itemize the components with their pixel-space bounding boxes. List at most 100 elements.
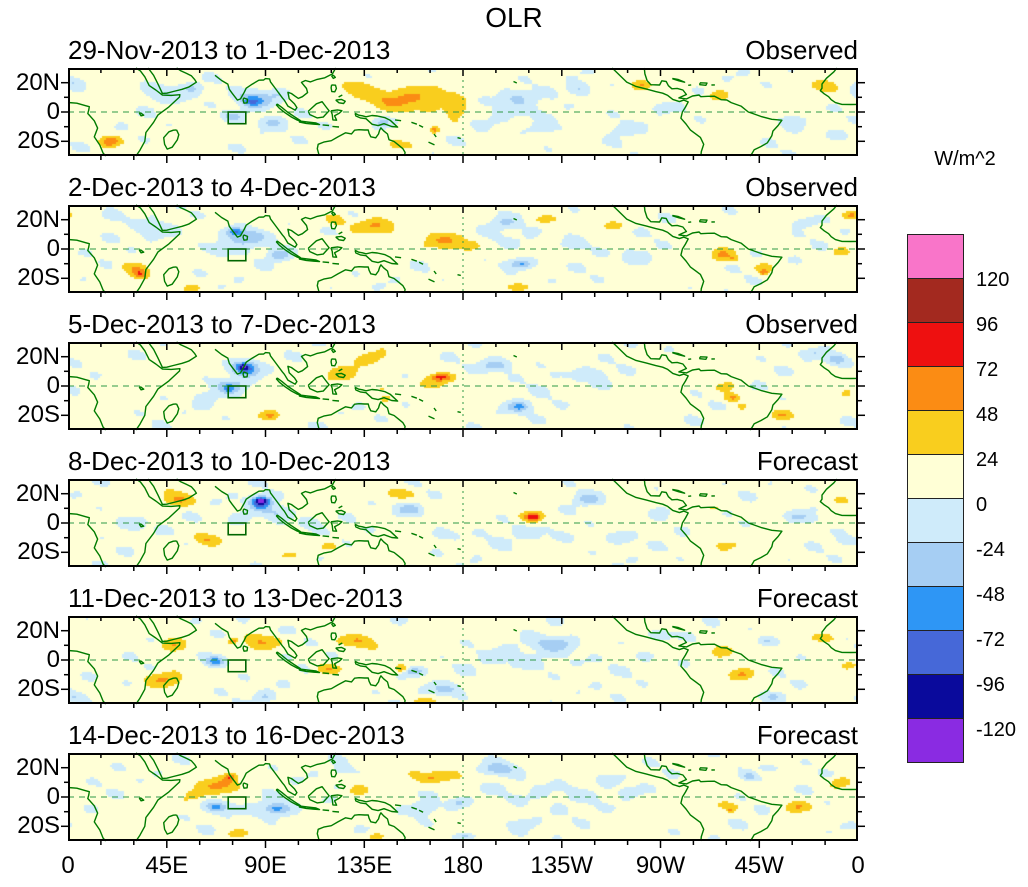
map-overlay-svg (61, 204, 865, 300)
panel-frame (68, 616, 858, 704)
panel-frame (68, 68, 858, 156)
panel-source-label: Observed (745, 309, 858, 339)
colorbar-cell (907, 586, 964, 631)
x-axis-label: 135W (530, 852, 594, 879)
y-axis-label: 20S (17, 812, 60, 840)
map-overlay-svg (61, 341, 865, 437)
map-overlay-svg (61, 67, 865, 163)
colorbar (907, 234, 964, 763)
x-axis-label: 45E (145, 852, 189, 879)
y-axis-label: 20S (17, 675, 60, 703)
panel-date-range: 5-Dec-2013 to 7-Dec-2013 (68, 309, 376, 339)
map-panel-4 (61, 478, 865, 574)
panel-source-label: Observed (745, 172, 858, 202)
y-axis-label: 20N (15, 68, 60, 96)
x-axis-label: 90W (635, 852, 686, 879)
figure-title: OLR (485, 2, 543, 33)
panel-date-range: 2-Dec-2013 to 4-Dec-2013 (68, 172, 376, 202)
panel-date-range: 14-Dec-2013 to 16-Dec-2013 (68, 720, 405, 750)
panel-date-range: 29-Nov-2013 to 1-Dec-2013 (68, 35, 391, 65)
colorbar-tick-label: 72 (976, 359, 999, 381)
colorbar-tick-label: 120 (976, 269, 1010, 291)
colorbar-cell (907, 674, 964, 719)
x-axis-label: 90E (244, 852, 287, 879)
panel-source-label: Forecast (756, 583, 858, 613)
panel-date-range: 8-Dec-2013 to 10-Dec-2013 (68, 446, 391, 476)
study-region-box (227, 111, 247, 125)
map-overlay-svg (61, 752, 865, 848)
panel-date-range: 11-Dec-2013 to 13-Dec-2013 (68, 583, 403, 613)
panel-frame (68, 479, 858, 567)
y-axis-label: 20S (17, 127, 60, 155)
coastline-path (67, 67, 859, 157)
coastline-path (67, 204, 859, 294)
map-panel-3 (61, 341, 865, 437)
colorbar-cell (907, 498, 964, 543)
axis-ticks (61, 480, 865, 574)
x-axis-label: 135E (336, 852, 393, 879)
colorbar-cell (907, 410, 964, 455)
map-panel-6 (61, 752, 865, 848)
map-overlay-svg (61, 615, 865, 711)
colorbar-tick-label: 48 (976, 404, 999, 426)
y-axis-label: 20N (15, 342, 60, 370)
colorbar-cell (907, 718, 964, 763)
y-axis-label: 20S (17, 538, 60, 566)
panel-source-label: Observed (745, 35, 858, 65)
panel-3-header: 5-Dec-2013 to 7-Dec-2013 Observed (68, 309, 858, 339)
y-axis-label: 0 (46, 98, 60, 125)
y-axis-label: 20N (15, 205, 60, 233)
colorbar-unit-label: W/m^2 (934, 148, 996, 170)
colorbar-tick-label: -120 (976, 719, 1017, 741)
colorbar-tick-label: 24 (976, 449, 999, 471)
map-panel-1 (61, 67, 865, 163)
study-region-box (227, 522, 247, 536)
study-region-box (227, 248, 247, 262)
colorbar-tick-label: 0 (976, 494, 988, 516)
y-axis-label: 20N (15, 616, 60, 644)
colorbar-cell (907, 322, 964, 367)
y-axis-label: 0 (46, 509, 60, 536)
colorbar-tick-label: -96 (976, 674, 1005, 696)
colorbar-tick-label: -48 (976, 584, 1005, 606)
colorbar-cell (907, 454, 964, 499)
colorbar-cell (907, 630, 964, 675)
panel-source-label: Forecast (756, 720, 858, 750)
coastline-path (67, 752, 859, 842)
panel-4-header: 8-Dec-2013 to 10-Dec-2013 Forecast (68, 446, 858, 476)
y-axis-label: 0 (46, 372, 60, 399)
y-axis-label: 20S (17, 401, 60, 429)
y-axis-label: 20N (15, 753, 60, 781)
y-axis-label: 0 (46, 235, 60, 262)
coastline-path (67, 341, 859, 431)
colorbar-tick-label: 96 (976, 314, 999, 336)
colorbar-tick-label: -24 (976, 539, 1005, 561)
coastline-path (67, 478, 859, 568)
y-axis-label: 20S (17, 264, 60, 292)
panel-source-label: Forecast (756, 446, 858, 476)
x-axis-label: 0 (61, 852, 75, 879)
panel-frame (68, 753, 858, 841)
panel-2-header: 2-Dec-2013 to 4-Dec-2013 Observed (68, 172, 858, 202)
colorbar-tick-label: -72 (976, 629, 1005, 651)
study-region-box (227, 659, 247, 673)
panel-frame (68, 342, 858, 430)
x-axis-label: 45W (734, 852, 784, 879)
study-region-box (227, 385, 247, 399)
panel-6-header: 14-Dec-2013 to 16-Dec-2013 Forecast (68, 720, 858, 750)
map-panel-2 (61, 204, 865, 300)
y-axis-label: 0 (46, 783, 60, 810)
x-axis-label: 180 (442, 852, 484, 879)
map-overlay-svg (61, 478, 865, 574)
y-axis-label: 0 (46, 646, 60, 673)
panel-5-header: 11-Dec-2013 to 13-Dec-2013 Forecast (68, 583, 858, 613)
colorbar-cell (907, 542, 964, 587)
colorbar-cell (907, 234, 964, 279)
coastline-path (67, 615, 859, 705)
y-axis-label: 20N (15, 479, 60, 507)
colorbar-cell (907, 366, 964, 411)
map-panel-5 (61, 615, 865, 711)
colorbar-cell (907, 278, 964, 323)
study-region-box (227, 796, 247, 810)
x-axis-label: 0 (851, 852, 865, 879)
